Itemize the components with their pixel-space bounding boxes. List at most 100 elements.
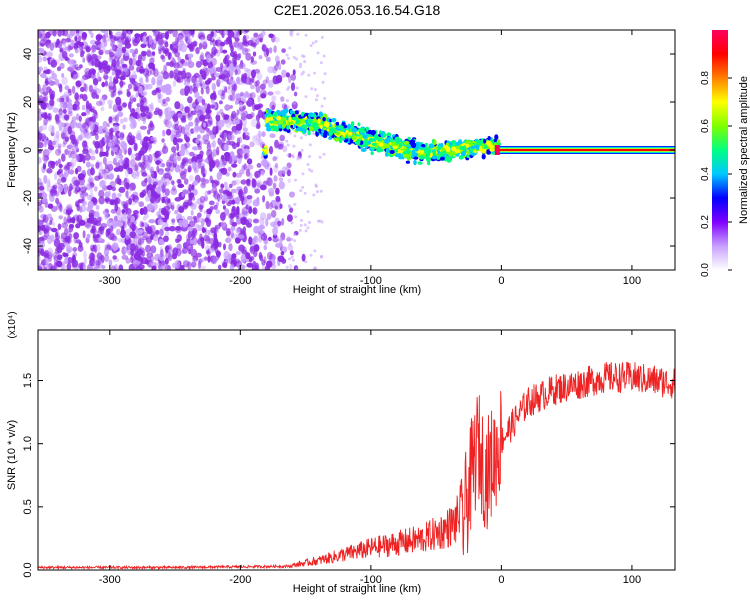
heatmap-cell bbox=[206, 33, 213, 42]
heatmap-cell bbox=[48, 257, 52, 263]
heatmap-cell bbox=[66, 203, 73, 211]
heatmap-cell bbox=[84, 153, 91, 161]
heatmap-cell bbox=[308, 143, 312, 147]
heatmap-cell bbox=[56, 97, 61, 103]
heatmap-cell bbox=[139, 125, 147, 130]
heatmap-cell bbox=[88, 215, 95, 225]
heatmap-cell bbox=[103, 30, 109, 36]
heatmap-cell bbox=[82, 57, 86, 63]
heatmap-cell bbox=[90, 163, 94, 169]
heatmap-cell bbox=[286, 162, 292, 169]
heatmap-cell bbox=[307, 73, 311, 77]
heatmap-cell bbox=[240, 216, 247, 225]
heatmap-cell bbox=[131, 223, 136, 232]
heatmap-cell bbox=[182, 30, 190, 35]
heatmap-cell bbox=[117, 105, 123, 112]
heatmap-cell bbox=[46, 149, 52, 154]
heatmap-cell bbox=[134, 33, 141, 39]
heatmap-cell bbox=[290, 73, 297, 81]
heatmap-cell bbox=[197, 134, 202, 140]
heatmap-cell bbox=[133, 253, 139, 260]
heatmap-cell bbox=[68, 224, 74, 233]
heatmap-cell bbox=[164, 264, 172, 270]
heatmap-cell bbox=[272, 75, 279, 85]
heatmap-cell bbox=[392, 145, 399, 149]
heatmap-cell bbox=[240, 112, 246, 121]
heatmap-cell bbox=[146, 252, 154, 258]
heatmap-cell bbox=[202, 122, 207, 128]
heatmap-cell bbox=[43, 249, 50, 259]
heatmap-cell bbox=[212, 182, 216, 192]
heatmap-cell bbox=[46, 213, 53, 219]
heatmap-cell bbox=[38, 185, 45, 191]
heatmap-cell bbox=[249, 141, 255, 148]
heatmap-cell bbox=[92, 78, 99, 86]
heatmap-cell bbox=[323, 72, 327, 76]
heatmap-cell bbox=[164, 178, 170, 186]
heatmap-cell bbox=[219, 193, 223, 200]
heatmap-cell bbox=[433, 139, 437, 146]
heatmap-cell bbox=[168, 225, 176, 232]
heatmap-cell bbox=[445, 146, 451, 153]
x-tick-label: 0 bbox=[498, 275, 504, 287]
heatmap-cell bbox=[362, 134, 367, 139]
heatmap-cell bbox=[135, 107, 140, 115]
heatmap-cell bbox=[86, 182, 91, 191]
heatmap-cell bbox=[106, 35, 111, 42]
heatmap-cell bbox=[260, 232, 268, 241]
heatmap-cell bbox=[274, 139, 279, 149]
heatmap-cell bbox=[164, 218, 168, 223]
heatmap-cell bbox=[232, 171, 237, 178]
heatmap-cell bbox=[234, 69, 238, 76]
heatmap-cell bbox=[41, 123, 47, 131]
heatmap-cell bbox=[169, 70, 174, 79]
heatmap-cell bbox=[426, 148, 432, 154]
heatmap-cell bbox=[277, 220, 282, 227]
heatmap-cell bbox=[148, 35, 153, 45]
heatmap-cell bbox=[356, 138, 361, 143]
heatmap-cell bbox=[100, 151, 107, 157]
heatmap-cell bbox=[248, 206, 253, 214]
heatmap-cell bbox=[322, 117, 326, 122]
heatmap-cell bbox=[335, 132, 341, 136]
heatmap-cell bbox=[144, 177, 148, 183]
heatmap-cell bbox=[252, 102, 256, 112]
heatmap-cell bbox=[145, 244, 151, 253]
heatmap-cell bbox=[38, 108, 41, 113]
heatmap-cell bbox=[142, 35, 147, 45]
heatmap-cell bbox=[273, 164, 279, 173]
heatmap-cell bbox=[81, 112, 87, 117]
heatmap-cell bbox=[91, 53, 98, 63]
x-tick-label: 100 bbox=[623, 574, 641, 586]
heatmap-cell bbox=[143, 136, 150, 142]
heatmap-cell bbox=[134, 85, 138, 91]
heatmap-cell bbox=[190, 209, 194, 216]
heatmap-cell bbox=[203, 158, 209, 163]
heatmap-cell bbox=[124, 168, 129, 178]
heatmap-cell bbox=[137, 134, 142, 141]
heatmap-cell bbox=[147, 189, 152, 198]
heatmap-cell bbox=[320, 35, 324, 39]
heatmap-cell bbox=[110, 225, 114, 233]
heatmap-cell bbox=[133, 210, 139, 215]
heatmap-cell bbox=[91, 91, 98, 99]
heatmap-cell bbox=[43, 139, 47, 148]
heatmap-cell bbox=[378, 142, 384, 147]
heatmap-cell bbox=[51, 221, 56, 227]
heatmap-cell bbox=[203, 114, 211, 120]
heatmap-cell bbox=[465, 140, 471, 145]
heatmap-cell bbox=[243, 30, 250, 33]
heatmap-cell bbox=[125, 257, 131, 264]
heatmap-cell bbox=[261, 259, 266, 266]
heatmap-cell bbox=[86, 194, 93, 201]
heatmap-cell bbox=[132, 38, 139, 47]
heatmap-cell bbox=[303, 191, 307, 195]
heatmap-cell bbox=[45, 225, 50, 233]
heatmap-cell bbox=[101, 169, 107, 175]
heatmap-cell bbox=[38, 156, 42, 164]
heatmap-cell bbox=[74, 92, 79, 101]
heatmap-cell bbox=[138, 238, 145, 245]
heatmap-cell bbox=[91, 229, 98, 235]
heatmap-cell bbox=[176, 142, 180, 152]
heatmap-cell bbox=[225, 228, 232, 234]
